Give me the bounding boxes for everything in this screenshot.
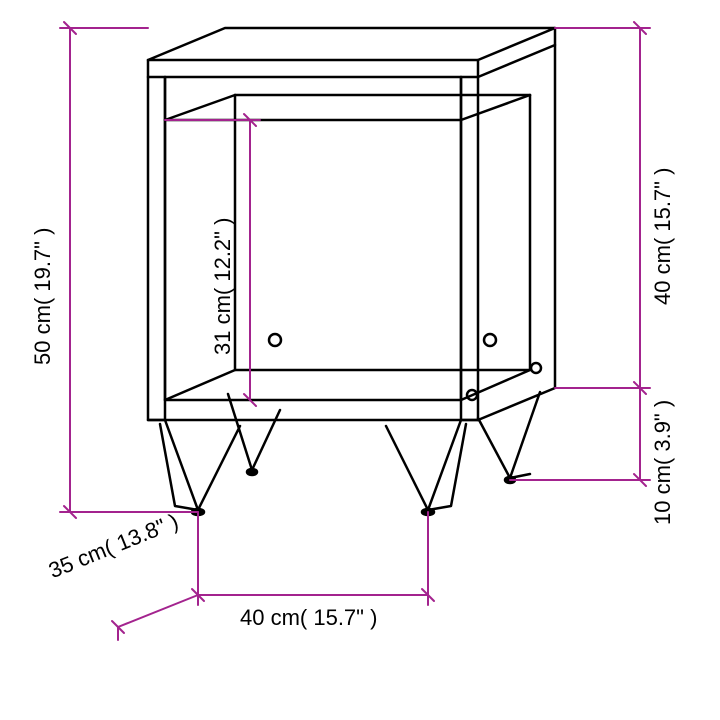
- diagram-stage: 50 cm( 19.7" ) 31 cm( 12.2" ) 40 cm( 15.…: [0, 0, 720, 720]
- label-body-height: 40 cm( 15.7" ): [650, 115, 676, 305]
- label-leg-height: 10 cm( 3.9" ): [650, 350, 676, 525]
- label-width: 40 cm( 15.7" ): [240, 605, 377, 631]
- label-inner-height: 31 cm( 12.2" ): [210, 170, 236, 355]
- label-total-height: 50 cm( 19.7" ): [30, 175, 56, 365]
